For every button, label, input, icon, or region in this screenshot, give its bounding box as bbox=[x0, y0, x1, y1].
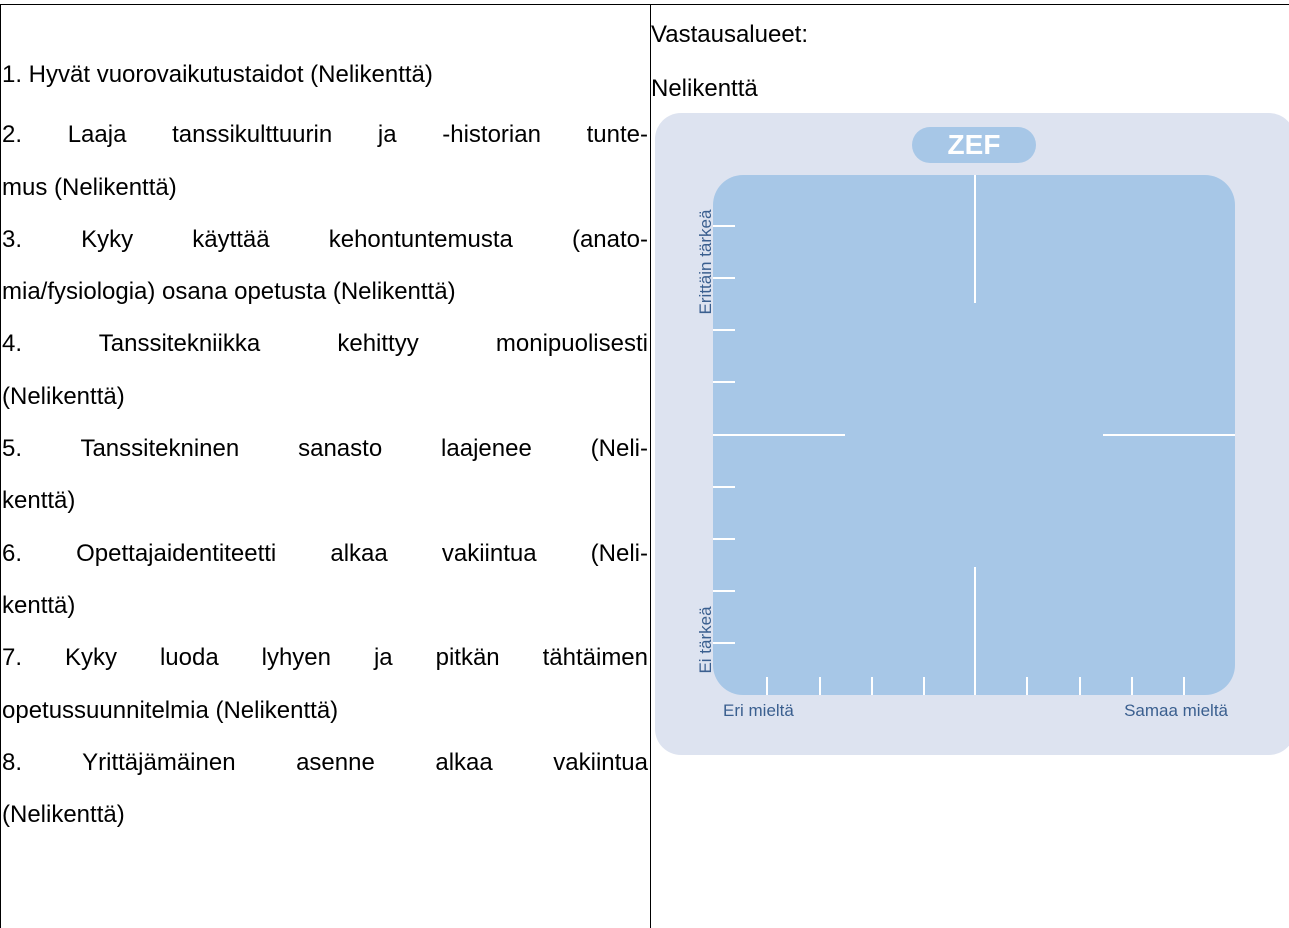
item-line: kenttä) bbox=[2, 591, 76, 619]
item-line: 5. Tanssitekninen sanasto laajenee (Neli… bbox=[2, 435, 648, 463]
answer-type: Nelikenttä bbox=[651, 75, 758, 102]
item-line: 7. Kyky luoda lyhyen ja pitkän tähtäimen bbox=[2, 644, 648, 672]
list-item: 2. Laaja tanssikulttuurin ja -historian … bbox=[2, 109, 648, 214]
list-item: 4. Tanssitekniikka kehittyy monipuolises… bbox=[2, 318, 648, 423]
item-line: opetussuunnitelmia (Nelikenttä) bbox=[2, 696, 339, 724]
list-item: 1. Hyvät vuorovaikutustaidot (Nelikenttä… bbox=[2, 49, 648, 101]
item-list: 1. Hyvät vuorovaikutustaidot (Nelikenttä… bbox=[2, 49, 648, 841]
column-divider bbox=[650, 4, 651, 928]
x-left-label: Eri mieltä bbox=[723, 701, 794, 720]
quadrant-field bbox=[713, 175, 1235, 695]
y-bottom-label: Ei tärkeä bbox=[696, 606, 715, 674]
heading: Vastausalueet: bbox=[651, 21, 808, 48]
item-line: mia/fysiologia) osana opetusta (Nelikent… bbox=[2, 278, 456, 306]
diagram-background bbox=[655, 113, 1289, 755]
logo-pill bbox=[912, 127, 1036, 163]
item-line: mus (Nelikenttä) bbox=[2, 173, 177, 201]
item-line: 2. Laaja tanssikulttuurin ja -historian … bbox=[2, 121, 648, 149]
list-item: 7. Kyky luoda lyhyen ja pitkän tähtäimen… bbox=[2, 632, 648, 737]
item-line: 1. Hyvät vuorovaikutustaidot (Nelikenttä… bbox=[2, 61, 433, 88]
list-item: 6. Opettajaidentiteetti alkaa vakiintua … bbox=[2, 528, 648, 633]
item-line: 8. Yrittäjämäinen asenne alkaa vakiintua bbox=[2, 748, 648, 776]
y-top-label: Erittäin tärkeä bbox=[696, 209, 715, 314]
x-right-label: Samaa mieltä bbox=[1124, 701, 1228, 720]
top-border bbox=[0, 4, 1289, 5]
item-line: kenttä) bbox=[2, 487, 76, 515]
item-line: 6. Opettajaidentiteetti alkaa vakiintua … bbox=[2, 539, 648, 567]
left-border bbox=[0, 4, 1, 928]
item-line: 4. Tanssitekniikka kehittyy monipuolises… bbox=[2, 330, 648, 358]
item-line: (Nelikenttä) bbox=[2, 801, 125, 829]
cross-lines bbox=[713, 175, 1235, 695]
list-item: 5. Tanssitekninen sanasto laajenee (Neli… bbox=[2, 423, 648, 528]
list-item: 3. Kyky käyttää kehontuntemusta (anato-m… bbox=[2, 214, 648, 319]
logo: ZEF bbox=[948, 129, 1001, 160]
list-item: 8. Yrittäjämäinen asenne alkaa vakiintua… bbox=[2, 737, 648, 842]
item-line: (Nelikenttä) bbox=[2, 382, 125, 410]
answer-area-heading: Vastausalueet: Nelikenttä bbox=[651, 8, 808, 116]
item-line: 3. Kyky käyttää kehontuntemusta (anato- bbox=[2, 225, 648, 253]
